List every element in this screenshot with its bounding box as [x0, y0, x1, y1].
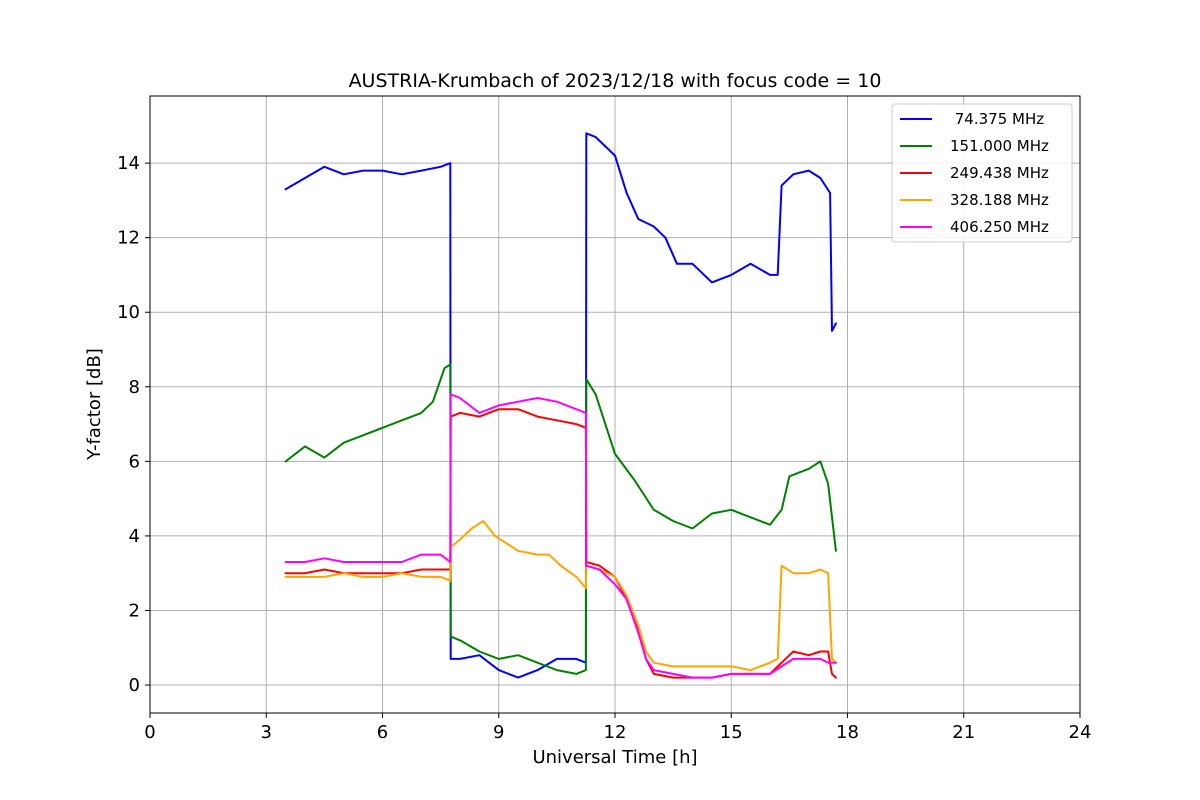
y-axis-label: Y-factor [dB]: [84, 348, 105, 461]
x-tick-label: 15: [720, 722, 743, 743]
legend-box: [891, 103, 1073, 243]
x-tick-label: 0: [144, 722, 155, 743]
x-tick-label: 24: [1069, 722, 1092, 743]
y-tick-label: 12: [117, 228, 140, 249]
y-tick-label: 2: [129, 600, 140, 621]
x-tick-label: 21: [952, 722, 975, 743]
x-tick-label: 9: [493, 722, 504, 743]
legend-label: 151.000 MHz: [950, 137, 1049, 155]
chart-title: AUSTRIA-Krumbach of 2023/12/18 with focu…: [349, 70, 882, 92]
legend-label: 328.188 MHz: [950, 191, 1049, 209]
series-line-4: [284, 520, 837, 672]
y-tick-label: 4: [129, 526, 140, 547]
series-line-5: [284, 393, 837, 679]
series-line-1: [284, 132, 837, 679]
x-tick-label: 6: [377, 722, 388, 743]
series-line-2: [284, 363, 837, 675]
legend-label: 406.250 MHz: [950, 218, 1049, 236]
x-axis-label: Universal Time [h]: [532, 747, 697, 768]
x-tick-label: 3: [261, 722, 272, 743]
series-layer: [284, 132, 837, 679]
x-tick-label: 18: [836, 722, 859, 743]
x-tick-label: 12: [604, 722, 627, 743]
y-tick-label: 8: [129, 377, 140, 398]
y-tick-label: 0: [129, 675, 140, 696]
y-tick-label: 10: [117, 302, 140, 323]
y-tick-label: 14: [117, 153, 140, 174]
legend-label: 249.438 MHz: [950, 164, 1049, 182]
legend: 74.375 MHz 151.000 MHz 249.438 MHz 328.188 …: [891, 103, 1073, 243]
y-tick-label: 6: [129, 451, 140, 472]
legend-label: 74.375 MHz: [950, 110, 1044, 128]
